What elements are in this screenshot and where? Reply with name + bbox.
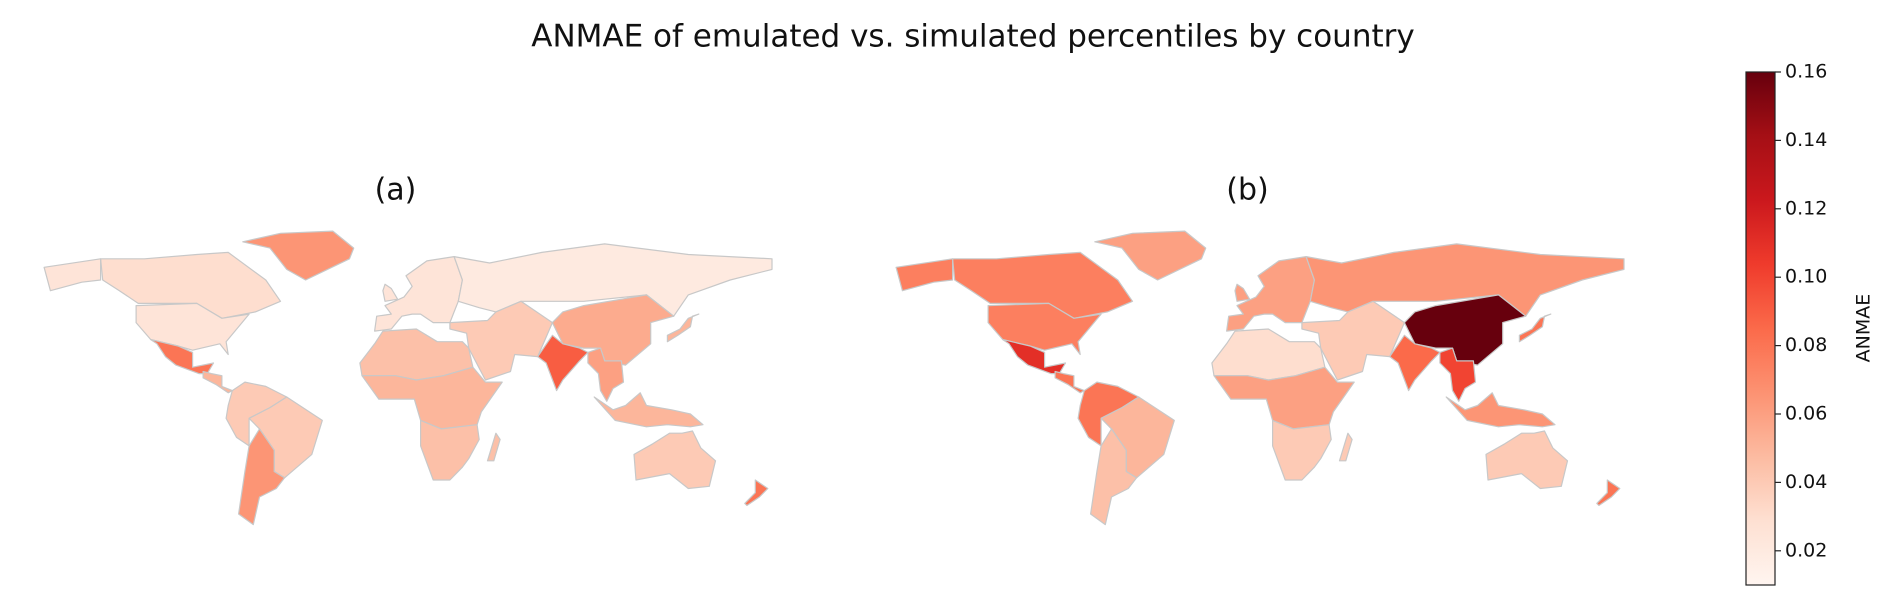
country-region (242, 230, 355, 281)
colorbar-tick-label: 0.12 (1785, 197, 1827, 219)
colorbar-tick-label: 0.04 (1785, 471, 1827, 493)
map-panel (895, 230, 1625, 526)
country-region (238, 428, 286, 526)
colorbar-tick-label: 0.10 (1785, 266, 1827, 288)
country-region (587, 347, 625, 402)
country-region (744, 479, 769, 507)
country-region (202, 370, 233, 394)
figure-title: ANMAE of emulated vs. simulated percenti… (531, 19, 1414, 55)
country-region (633, 430, 717, 490)
colorbar-tick-label: 0.16 (1785, 61, 1827, 83)
country-region (1226, 256, 1315, 332)
colorbar-tick-label: 0.02 (1785, 539, 1827, 561)
country-region (952, 251, 1134, 319)
country-region (420, 419, 501, 481)
country-region (374, 256, 463, 332)
country-region (361, 366, 503, 430)
country-region (1272, 419, 1353, 481)
panel-label: (a) (375, 173, 417, 208)
country-region (593, 392, 704, 428)
country-region (551, 294, 675, 366)
colorbar-tick-label: 0.14 (1785, 129, 1827, 151)
country-region (100, 251, 282, 319)
country-region (1301, 300, 1405, 381)
colorbar (1745, 71, 1776, 586)
country-region (1090, 428, 1138, 526)
country-region (1054, 370, 1085, 394)
country-region (449, 300, 553, 381)
country-region (537, 334, 589, 392)
panel-label: (b) (1226, 173, 1268, 208)
country-region (1485, 430, 1569, 490)
country-region (1094, 230, 1207, 281)
country-region (1389, 334, 1441, 392)
country-region (1403, 294, 1527, 366)
country-region (1518, 313, 1552, 343)
country-region (1213, 366, 1355, 430)
colorbar-tick-label: 0.08 (1785, 334, 1827, 356)
colorbar-tick-label: 0.06 (1785, 403, 1827, 425)
map-panel (43, 230, 773, 526)
colorbar-label: ANMAE (1853, 294, 1875, 363)
country-region (1445, 392, 1556, 428)
country-region (666, 313, 700, 343)
country-region (1596, 479, 1621, 507)
country-region (1439, 347, 1477, 402)
